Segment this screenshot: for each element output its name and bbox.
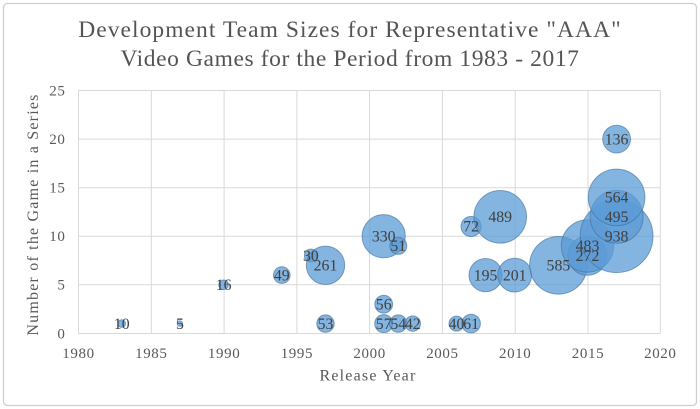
svg-text:2000: 2000 xyxy=(353,346,385,362)
svg-text:1980: 1980 xyxy=(62,346,94,362)
svg-text:16: 16 xyxy=(216,277,232,294)
svg-text:40: 40 xyxy=(449,316,465,333)
svg-text:61: 61 xyxy=(463,316,479,333)
svg-text:57: 57 xyxy=(376,316,392,333)
svg-text:30: 30 xyxy=(303,248,319,265)
svg-text:489: 489 xyxy=(488,209,512,226)
svg-text:5: 5 xyxy=(57,278,65,294)
svg-text:585: 585 xyxy=(547,258,571,275)
svg-text:136: 136 xyxy=(605,131,629,148)
svg-text:1990: 1990 xyxy=(208,346,240,362)
svg-text:15: 15 xyxy=(49,181,65,197)
svg-text:Release Year: Release Year xyxy=(319,368,416,385)
svg-text:10: 10 xyxy=(114,316,130,333)
svg-text:51: 51 xyxy=(390,238,406,255)
svg-text:Video Games for the Period fro: Video Games for the Period from 1983 - 2… xyxy=(120,46,579,72)
svg-text:42: 42 xyxy=(405,316,421,333)
svg-text:1985: 1985 xyxy=(135,346,167,362)
svg-text:0: 0 xyxy=(57,326,65,342)
svg-text:330: 330 xyxy=(372,228,396,245)
svg-text:56: 56 xyxy=(376,296,392,313)
svg-text:564: 564 xyxy=(605,190,629,207)
svg-text:49: 49 xyxy=(274,267,290,284)
svg-text:54: 54 xyxy=(390,316,406,333)
svg-text:Development Team Sizes for Rep: Development Team Sizes for Representativ… xyxy=(78,17,622,43)
svg-text:272: 272 xyxy=(576,248,600,265)
svg-text:72: 72 xyxy=(463,219,479,236)
svg-text:20: 20 xyxy=(49,132,65,148)
svg-text:938: 938 xyxy=(605,228,629,245)
svg-text:2015: 2015 xyxy=(572,346,604,362)
svg-text:2005: 2005 xyxy=(426,346,458,362)
svg-text:53: 53 xyxy=(318,316,334,333)
svg-text:Number of the Game in a Series: Number of the Game in a Series xyxy=(25,93,42,335)
svg-text:195: 195 xyxy=(474,267,498,284)
svg-text:25: 25 xyxy=(49,84,65,100)
svg-text:1995: 1995 xyxy=(281,346,313,362)
svg-text:495: 495 xyxy=(605,209,629,226)
svg-text:483: 483 xyxy=(576,238,600,255)
svg-text:201: 201 xyxy=(503,267,527,284)
svg-text:2020: 2020 xyxy=(644,346,676,362)
svg-text:261: 261 xyxy=(314,258,338,275)
svg-text:10: 10 xyxy=(49,229,65,245)
svg-text:5: 5 xyxy=(176,316,184,333)
svg-text:2010: 2010 xyxy=(499,346,531,362)
